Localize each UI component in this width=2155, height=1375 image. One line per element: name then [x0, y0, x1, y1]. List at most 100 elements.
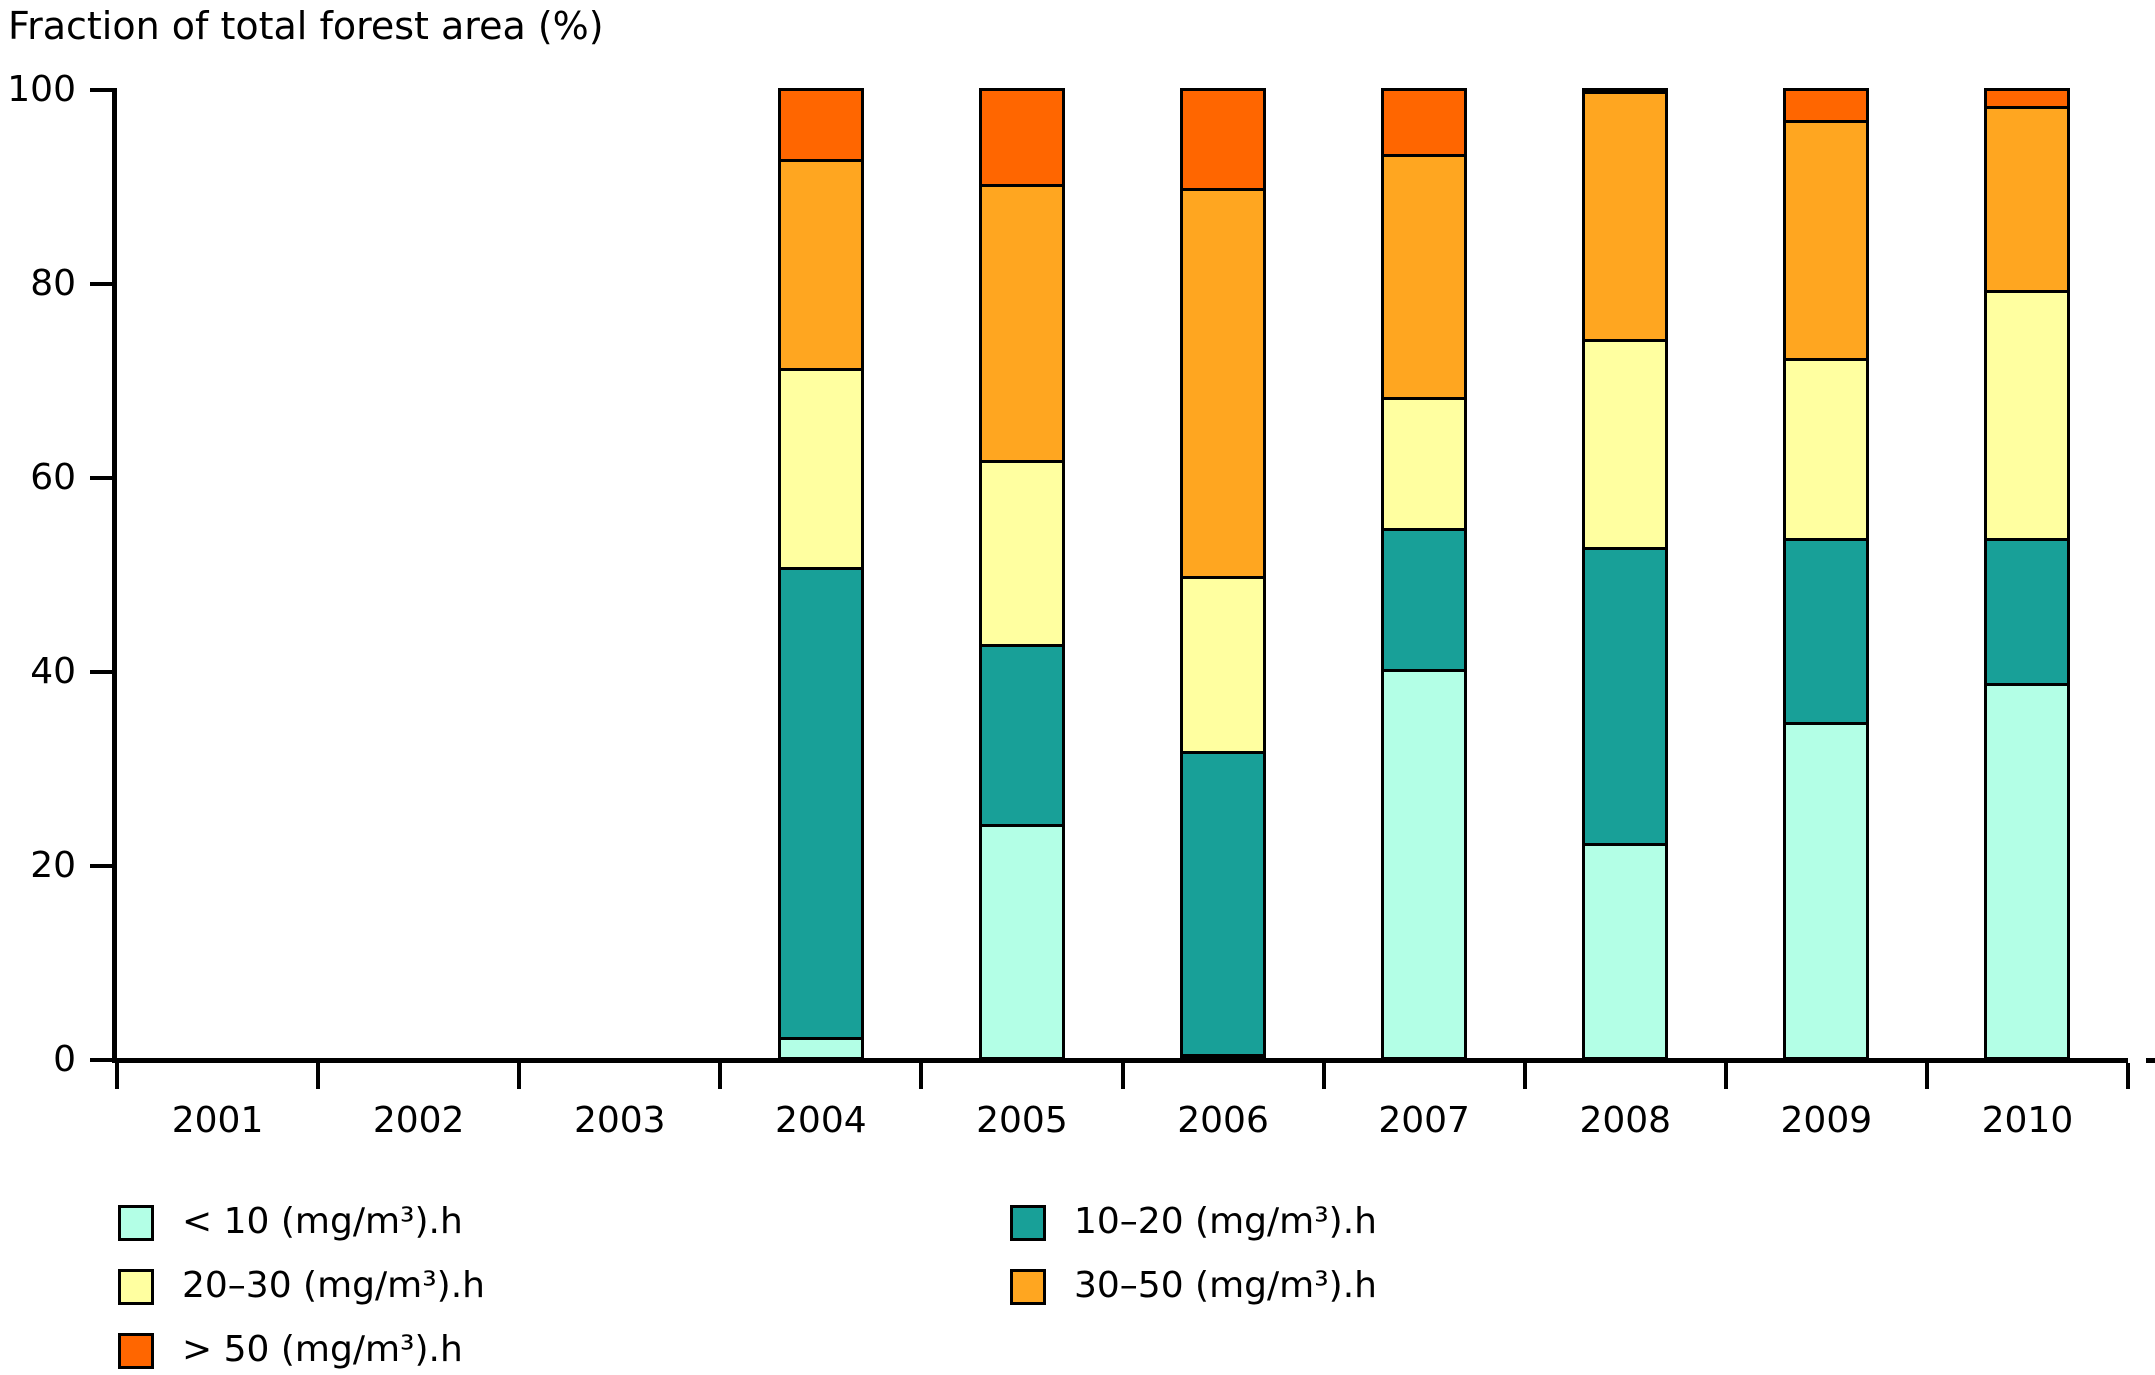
bar-segment-2008-series1 [1582, 548, 1669, 845]
bar-outline-2010 [1984, 88, 2071, 1060]
y-tick-label-20: 20 [30, 845, 76, 886]
bar-segment-divider [1180, 576, 1267, 580]
legend-label-series1: 10–20 (mg/m³).h [1074, 1201, 1377, 1242]
bar-segment-divider [978, 644, 1065, 648]
bar-segment-2004-series2 [777, 369, 864, 569]
bar-segment-2009-series4 [1783, 88, 1870, 122]
y-tick-label-0: 0 [53, 1039, 76, 1080]
x-tick-5 [1120, 1063, 1125, 1089]
bar-segment-divider [1984, 290, 2071, 294]
bar-segment-divider [1381, 527, 1468, 531]
bar-segment-2005-series3 [978, 185, 1065, 462]
y-tick-60 [90, 476, 112, 480]
bar-segment-divider [1180, 750, 1267, 754]
bar-segment-2009-series3 [1783, 121, 1870, 360]
bar-segment-2006-series3 [1180, 189, 1267, 578]
x-tick-label-2009: 2009 [1780, 1100, 1873, 1141]
x-tick-label-2004: 2004 [775, 1100, 867, 1141]
bar-segment-2008-series3 [1582, 92, 1669, 341]
x-tick-label-2010: 2010 [1981, 1100, 2074, 1141]
y-tick-label-40: 40 [30, 651, 76, 692]
bar-segment-2007-series1 [1381, 529, 1468, 670]
legend-swatch-series0 [118, 1205, 154, 1241]
bar-segment-divider [978, 183, 1065, 187]
bar-segment-divider [1381, 396, 1468, 400]
bar-segment-divider [1582, 338, 1669, 342]
x-tick-7 [1522, 1063, 1527, 1089]
bar-segment-divider [777, 566, 864, 570]
legend-label-series2: 20–30 (mg/m³).h [182, 1265, 485, 1306]
bar-segment-2010-series4 [1984, 88, 2071, 108]
bar-segment-divider [1984, 537, 2071, 541]
bar-segment-2005-series0 [978, 825, 1065, 1058]
bar-segment-divider [1582, 547, 1669, 551]
bar-segment-2010-series0 [1984, 684, 2071, 1058]
bar-segment-divider [1381, 668, 1468, 672]
bar-segment-divider [777, 367, 864, 371]
x-tick-label-2007: 2007 [1378, 1100, 1470, 1141]
x-tick-0 [115, 1063, 119, 1089]
bar-segment-divider [1783, 537, 1870, 541]
x-axis-end-mark [2146, 1058, 2155, 1063]
legend-swatch-series2 [118, 1269, 154, 1305]
legend-swatch-series1 [1010, 1205, 1046, 1241]
x-tick-label-2005: 2005 [976, 1100, 1068, 1141]
bar-segment-divider [1180, 1053, 1267, 1057]
bar-segment-divider [1582, 843, 1669, 847]
bar-outline-2006 [1180, 88, 1267, 1060]
y-tick-40 [90, 670, 112, 674]
bar-segment-divider [1783, 120, 1870, 124]
bar-segment-2005-series4 [978, 88, 1065, 185]
x-tick-4 [919, 1063, 924, 1089]
x-tick-2 [517, 1063, 522, 1089]
bar-outline-2009 [1783, 88, 1870, 1060]
x-tick-9 [1924, 1063, 1929, 1089]
bar-segment-divider [1381, 154, 1468, 158]
bar-outline-2005 [978, 88, 1065, 1060]
legend-swatch-series3 [1010, 1269, 1046, 1305]
bar-segment-2007-series0 [1381, 670, 1468, 1058]
bar-segment-2008-series2 [1582, 340, 1669, 549]
bar-segment-divider [1582, 91, 1669, 95]
bar-segment-2006-series4 [1180, 88, 1267, 190]
x-tick-label-2001: 2001 [171, 1100, 264, 1141]
y-tick-label-60: 60 [30, 457, 76, 498]
chart-title: Fraction of total forest area (%) [8, 4, 604, 48]
bar-segment-divider [1984, 683, 2071, 687]
bar-segment-2009-series0 [1783, 723, 1870, 1058]
y-axis [112, 88, 117, 1063]
x-tick-8 [1723, 1063, 1728, 1089]
bar-segment-2007-series2 [1381, 398, 1468, 530]
bar-segment-divider [1783, 721, 1870, 725]
x-tick-label-2006: 2006 [1177, 1100, 1269, 1141]
bar-segment-2007-series4 [1381, 88, 1468, 156]
bar-outline-2004 [777, 88, 864, 1060]
bar-segment-2005-series2 [978, 461, 1065, 646]
bar-segment-divider [777, 159, 864, 163]
bar-segment-2004-series1 [777, 568, 864, 1039]
legend-swatch-series4 [118, 1333, 154, 1369]
bar-segment-2007-series3 [1381, 155, 1468, 399]
bar-segment-2004-series0 [777, 1038, 864, 1058]
bar-segment-2004-series3 [777, 160, 864, 370]
bar-outline-2008 [1582, 88, 1669, 1060]
bar-segment-divider [1180, 188, 1267, 192]
x-tick-label-2002: 2002 [372, 1100, 465, 1141]
bar-segment-2010-series1 [1984, 539, 2071, 685]
bar-segment-2010-series2 [1984, 291, 2071, 540]
bar-segment-2006-series1 [1180, 752, 1267, 1056]
bar-outline-2007 [1381, 88, 1468, 1060]
x-tick-label-2003: 2003 [573, 1100, 666, 1141]
legend-label-series4: > 50 (mg/m³).h [182, 1329, 463, 1370]
legend-label-series0: < 10 (mg/m³).h [182, 1201, 463, 1242]
y-tick-100 [90, 88, 112, 92]
y-tick-label-100: 100 [7, 69, 76, 110]
bar-segment-2006-series2 [1180, 577, 1267, 753]
bar-segment-divider [1984, 105, 2071, 109]
bar-segment-divider [1783, 358, 1870, 362]
y-tick-80 [90, 282, 112, 286]
bar-segment-2010-series3 [1984, 107, 2071, 292]
x-tick-1 [316, 1063, 321, 1089]
x-tick-10 [2126, 1063, 2130, 1089]
x-axis [112, 1058, 2128, 1063]
